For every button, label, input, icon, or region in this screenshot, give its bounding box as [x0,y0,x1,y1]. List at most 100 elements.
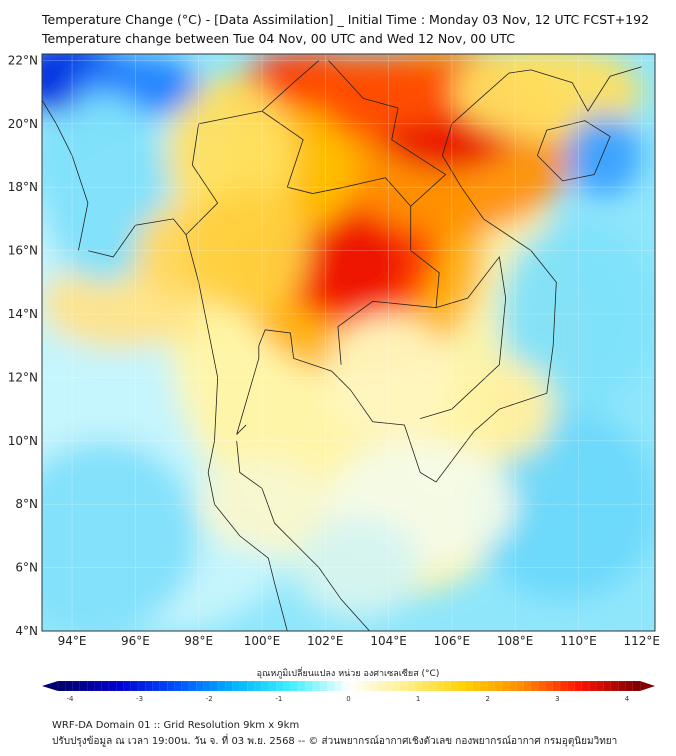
colorbar-segment [377,680,386,692]
lon-tick-label: 104°E [370,634,407,648]
colorbar-segment [312,680,321,692]
colorbar-segment [283,680,292,692]
colorbar-segment [487,680,495,692]
colorbar-segment [261,680,270,692]
colorbar-segment [65,680,74,692]
colorbar-segment [232,680,241,692]
lon-tick-label: 108°E [497,634,534,648]
lon-tick-label: 102°E [307,634,344,648]
colorbar-segment [414,680,423,692]
colorbar-tick-label: 1 [416,695,420,703]
temperature-field-blob [182,187,310,314]
chart-subtitle: Temperature change between Tue 04 Nov, 0… [42,31,515,46]
temperature-field-blob [499,218,655,410]
colorbar-segment [94,680,103,692]
colorbar-segment [86,680,95,692]
temperature-field-blob [293,215,408,311]
colorbar-segment [57,680,66,692]
colorbar-segment [276,680,284,692]
lon-tick-label: 112°E [624,634,661,648]
colorbar-segment [552,680,561,692]
temperature-field-blob [198,456,326,552]
colorbar-segment [246,680,255,692]
colorbar-segment [203,680,212,692]
colorbar-segment [254,680,263,692]
colorbar-segment [494,680,503,692]
colorbar-segment [443,680,452,692]
colorbar-segment [145,680,154,692]
colorbar-segment [225,680,234,692]
lon-tick-label: 100°E [244,634,281,648]
colorbar-segment [290,680,299,692]
colorbar-label: อุณหภูมิเปลี่ยนแปลง หน่วย องศาเซลเซียส (… [256,669,440,679]
lat-tick-label: 22°N [8,53,38,67]
colorbar-segment [581,680,590,692]
colorbar-segment [356,680,364,692]
colorbar-segment [625,680,634,692]
colorbar-segment [632,680,641,692]
colorbar-segment [516,680,525,692]
colorbar-segment [421,680,430,692]
colorbar-segment [348,680,357,692]
colorbar-segment [538,680,546,692]
coastline-border [328,60,447,207]
lon-tick-label: 94°E [58,634,87,648]
colorbar-segment [457,680,466,692]
colorbar-segment [479,680,488,692]
colorbar-segment [567,680,575,692]
footer-update-info: ปรับปรุงข้อมูล ณ เวลา 19:00น. วัน จ. ที่… [52,736,618,747]
colorbar-tick-label: -3 [136,695,143,703]
temperature-field-blob [277,54,468,131]
colorbar-segment [574,680,583,692]
colorbar-segment [407,680,415,692]
colorbar-segment [392,680,401,692]
lon-tick-label: 96°E [121,634,150,648]
chart-title: Temperature Change (°C) - [Data Assimila… [42,12,650,27]
map-frame [41,53,656,632]
coastline-border [185,234,288,631]
colorbar-min-extend [42,681,58,691]
colorbar-tick-label: 4 [625,695,630,703]
coastline-border [236,440,370,631]
colorbar-segment [305,680,314,692]
colorbar-segment [603,680,612,692]
colorbar-segment [297,680,306,692]
colorbar-segment [334,680,343,692]
coastline-border [258,66,642,483]
lat-tick-label: 12°N [8,370,38,384]
colorbar-segment [399,680,408,692]
colorbar-segment [341,680,350,692]
colorbar-segment [268,680,277,692]
colorbar-segment [319,680,328,692]
temperature-field-blob [42,440,199,631]
colorbar-segment [79,680,88,692]
coastline-border [536,120,611,182]
lon-tick-label: 106°E [434,634,471,648]
colorbar: -4 -3 -2 -1 0 1 2 3 4 [42,680,655,703]
colorbar-segment [545,680,554,692]
colorbar-segment [523,680,532,692]
lon-tick-label: 98°E [184,634,213,648]
colorbar-segment [618,680,626,692]
colorbar-max-extend [640,681,655,691]
lat-tick-label: 18°N [8,180,38,194]
coastline-border [87,218,187,258]
colorbar-tick-label: -2 [206,695,213,703]
colorbar-tick-label: -1 [275,695,282,703]
colorbar-segment [436,680,445,692]
temperature-field-blob [477,361,554,457]
colorbar-segment [101,680,110,692]
temperature-field-blob [42,92,168,283]
coastline-border [185,60,320,236]
colorbar-segment [159,680,168,692]
colorbar-segment [166,680,175,692]
lat-tick-label: 20°N [8,117,38,131]
colorbar-segment [508,680,517,692]
coastline-border [42,99,89,251]
colorbar-segment [217,680,226,692]
colorbar-tick-label: 0 [346,695,350,703]
colorbar-segment [137,680,146,692]
temperature-field-blob [565,114,642,197]
colorbar-segment [181,680,190,692]
colorbar-segment [596,680,605,692]
